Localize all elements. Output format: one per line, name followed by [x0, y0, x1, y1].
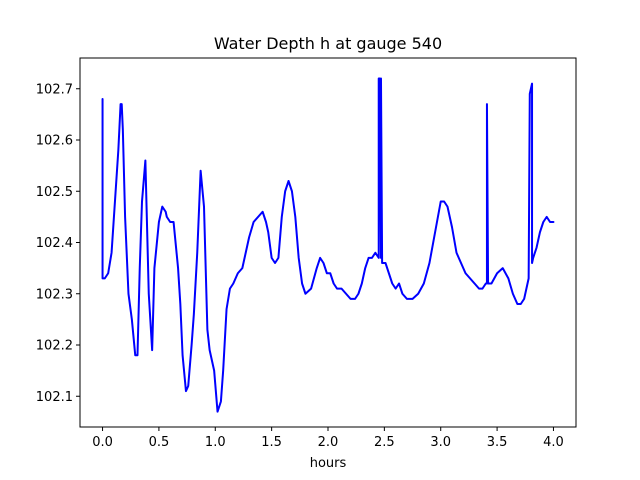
- x-tick-label: 4.0: [543, 435, 564, 450]
- chart-title: Water Depth h at gauge 540: [214, 34, 442, 53]
- y-axis: 102.1 102.2 102.3 102.4 102.5 102.6 102.7: [36, 82, 80, 405]
- x-tick-label: 3.5: [487, 435, 508, 450]
- x-axis-label: hours: [310, 456, 347, 471]
- y-tick-label: 102.3: [36, 287, 73, 302]
- y-tick-label: 102.5: [36, 185, 73, 200]
- y-tick-label: 102.6: [36, 134, 73, 149]
- x-tick-label: 2.5: [374, 435, 395, 450]
- x-tick-label: 1.0: [205, 435, 226, 450]
- y-tick-label: 102.7: [36, 82, 73, 97]
- x-tick-label: 3.0: [430, 435, 451, 450]
- x-tick-label: 1.5: [261, 435, 282, 450]
- y-tick-label: 102.1: [36, 390, 73, 405]
- plot-background: [80, 58, 576, 427]
- x-tick-label: 0.0: [92, 435, 113, 450]
- series-line: [101, 77, 555, 413]
- y-tick-label: 102.2: [36, 339, 73, 354]
- plot-area: [79, 57, 577, 428]
- x-tick-label: 2.0: [318, 435, 339, 450]
- y-tick-label: 102.4: [36, 236, 73, 251]
- x-tick-label: 0.5: [149, 435, 170, 450]
- x-axis: 0.0 0.5 1.0 1.5 2.0 2.5 3.0 3.5 4.0: [92, 427, 564, 450]
